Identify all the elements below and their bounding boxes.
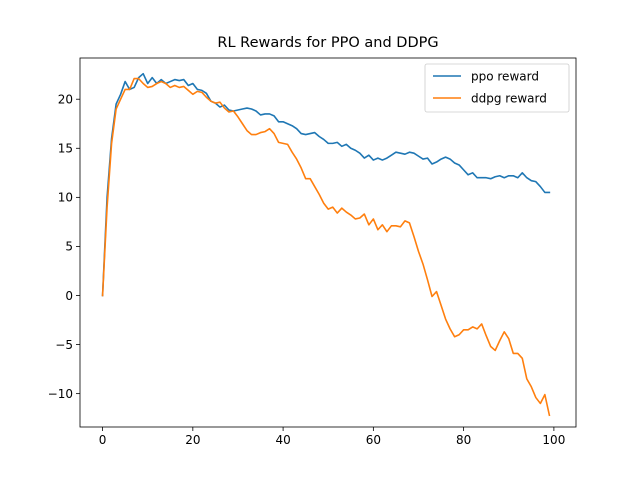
y-tick-label: 20 <box>58 93 73 107</box>
y-tick-label: 15 <box>58 142 73 156</box>
x-tick-label: 60 <box>366 433 381 447</box>
legend-label-ddpg-reward: ddpg reward <box>471 91 547 105</box>
y-tick-label: −5 <box>55 338 73 352</box>
legend-label-ppo-reward: ppo reward <box>471 69 539 83</box>
legend: ppo reward ddpg reward <box>424 63 570 113</box>
x-tick-label: 40 <box>275 433 290 447</box>
y-tick-label: −10 <box>48 387 73 401</box>
y-tick-label: 5 <box>65 240 73 254</box>
x-tick-label: 20 <box>185 433 200 447</box>
x-tick-label: 0 <box>99 433 107 447</box>
plot-frame <box>79 57 577 428</box>
x-tick-label: 100 <box>542 433 565 447</box>
series-layer <box>101 72 551 417</box>
series-line-ppo-reward <box>101 72 551 297</box>
x-axis: 0 20 40 60 80 100 <box>99 427 565 447</box>
series-line-ddpg-reward <box>101 77 551 417</box>
y-tick-label: 10 <box>58 191 73 205</box>
y-tick-label: 0 <box>65 289 73 303</box>
chart-title: RL Rewards for PPO and DDPG <box>217 35 438 51</box>
y-axis: −10 −5 0 5 10 15 20 <box>48 93 80 401</box>
x-tick-label: 80 <box>456 433 471 447</box>
